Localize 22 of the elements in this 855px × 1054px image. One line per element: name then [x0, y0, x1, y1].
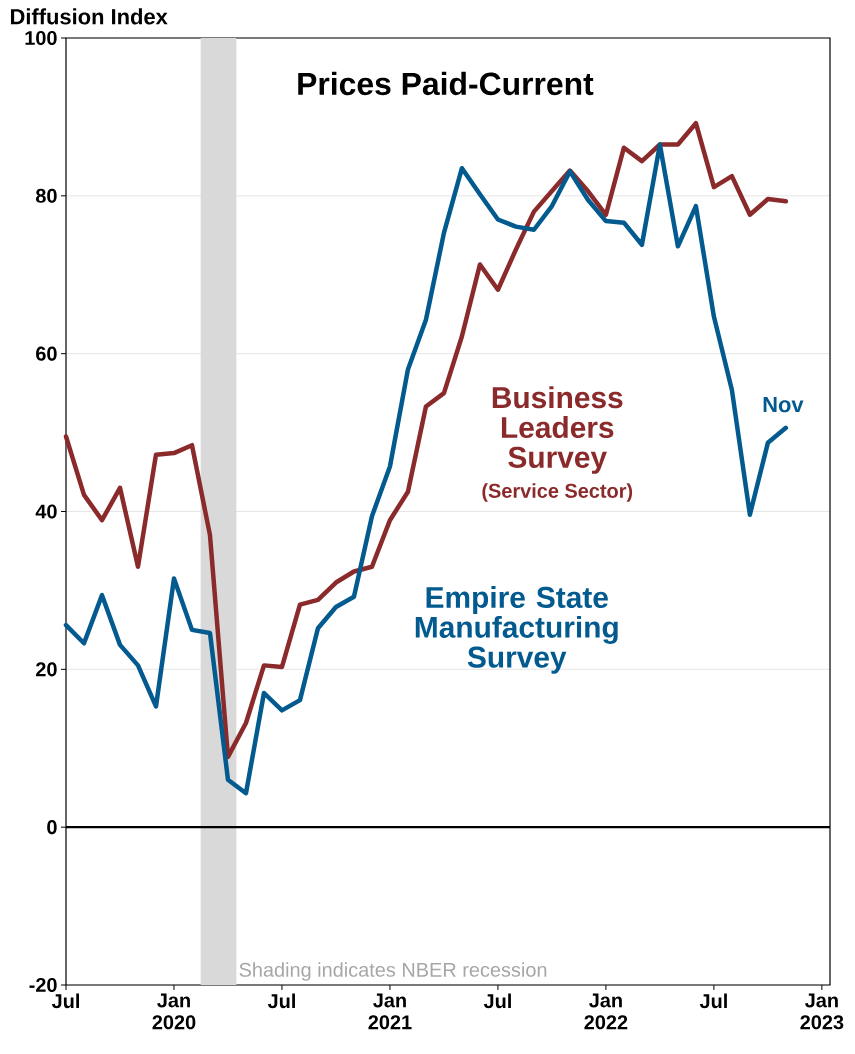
x-tick-label: Jul [699, 993, 727, 1009]
y-tick-label: 40 [35, 504, 57, 519]
x-tick-label: Jul [483, 993, 511, 1009]
x-tick-label: Jan 2022 [584, 993, 628, 1030]
x-tick-label: Jan 2023 [800, 993, 844, 1030]
y-tick-label: 0 [47, 820, 57, 835]
y-axis-title: Diffusion Index [10, 8, 168, 25]
annotation: Nov [763, 397, 804, 413]
series-label: Business Leaders Survey [492, 386, 623, 474]
x-tick-label: Jan 2020 [152, 993, 196, 1030]
y-tick-label: -20 [29, 977, 57, 993]
y-tick-label: 20 [35, 662, 57, 677]
y-tick-label: 80 [35, 188, 57, 203]
x-tick-label: Jul [267, 993, 295, 1009]
y-tick-label: 60 [35, 346, 57, 361]
y-tick-label: 100 [25, 30, 57, 46]
x-tick-label: Jan 2021 [368, 993, 412, 1030]
x-tick-label: Jul [51, 993, 79, 1009]
series-label: Empire State Manufacturing Survey [415, 586, 618, 674]
text: Prices Paid-Current [298, 71, 594, 96]
annotation: (Service Sector) [482, 483, 632, 502]
band-label: Shading indicates NBER recession [239, 962, 547, 981]
